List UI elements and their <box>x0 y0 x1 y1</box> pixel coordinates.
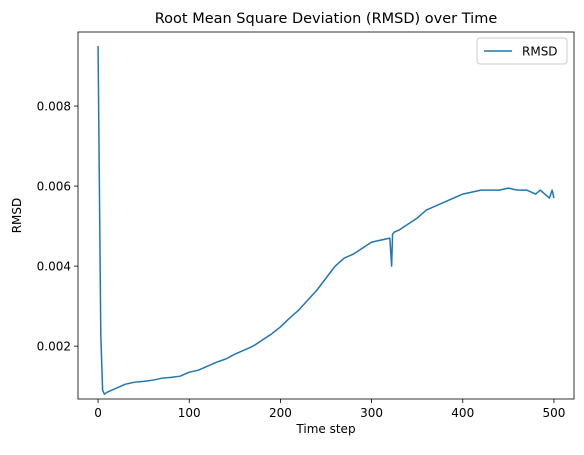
x-tick-label: 300 <box>360 406 383 420</box>
series-layer <box>97 46 555 395</box>
x-tick-label: 200 <box>269 406 292 420</box>
x-axis: 0 100 200 300 400 500 <box>94 399 565 420</box>
x-tick-label: 400 <box>451 406 474 420</box>
y-tick-label: 0.006 <box>37 179 71 193</box>
legend: RMSD <box>476 37 568 65</box>
plot-frame <box>77 31 575 400</box>
y-tick-label: 0.004 <box>37 259 71 273</box>
chart-title: Root Mean Square Deviation (RMSD) over T… <box>155 11 498 27</box>
y-axis-label: RMSD <box>10 198 24 234</box>
legend-label-rmsd: RMSD <box>522 45 558 59</box>
x-tick-label: 500 <box>542 406 565 420</box>
plot-area <box>77 31 575 400</box>
y-axis: 0.002 0.004 0.006 0.008 <box>37 99 78 353</box>
x-axis-label: Time step <box>295 422 355 436</box>
y-tick-label: 0.008 <box>37 99 71 113</box>
x-tick-label: 100 <box>178 406 201 420</box>
x-tick-label: 0 <box>94 406 102 420</box>
legend-box <box>476 37 568 65</box>
y-tick-label: 0.002 <box>37 339 71 353</box>
series-line-rmsd <box>97 46 555 395</box>
